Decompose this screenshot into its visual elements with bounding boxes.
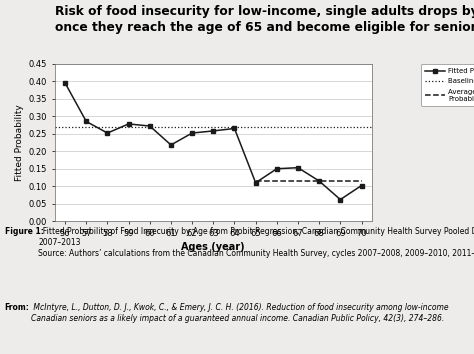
X-axis label: Ages (year): Ages (year) (182, 242, 245, 252)
Text: From:: From: (5, 303, 29, 312)
Legend: Fitted Probability, Baseline Probability, Average Post 65
Probability: Fitted Probability, Baseline Probability… (421, 64, 474, 106)
Text: Risk of food insecurity for low-income, single adults drops by half for
once the: Risk of food insecurity for low-income, … (55, 5, 474, 34)
Text: Figure 1:: Figure 1: (5, 227, 44, 235)
Y-axis label: Fitted Probability: Fitted Probability (15, 104, 24, 181)
Text: Fitted Probability of Food Insecurity by Age from Probit Regression, Canadian Co: Fitted Probability of Food Insecurity by… (38, 227, 474, 258)
Text: McIntyre, L., Dutton, D. J., Kwok, C., & Emery, J. C. H. (2016). Reduction of fo: McIntyre, L., Dutton, D. J., Kwok, C., &… (31, 303, 449, 323)
